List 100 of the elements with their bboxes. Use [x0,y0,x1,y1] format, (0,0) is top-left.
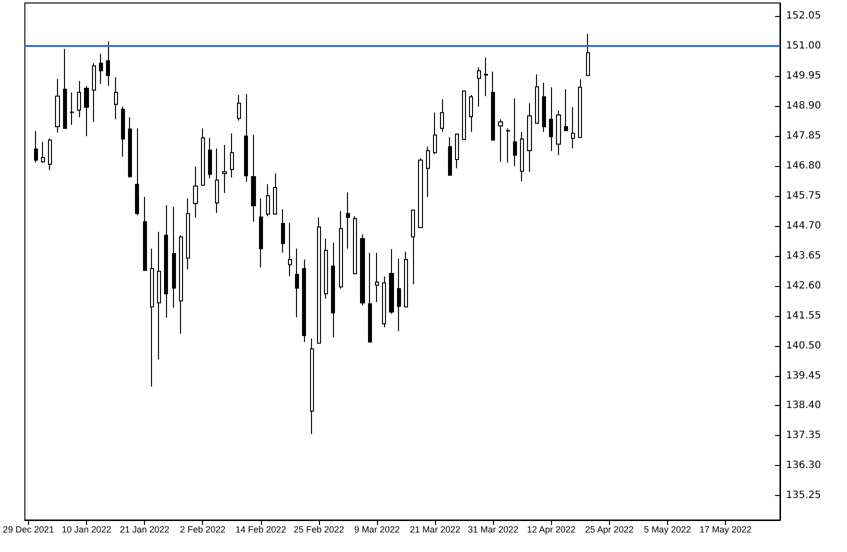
candlestick [535,74,539,124]
y-tick-label: 136.30 [786,460,821,472]
candlestick [440,98,444,132]
candlestick [273,173,277,215]
candlestick [527,102,532,172]
candlestick [346,192,350,250]
y-tick-label: 148.90 [786,100,821,112]
candlestick [84,85,89,137]
x-tick-label: 10 Jan 2022 [62,524,112,534]
candlestick [281,208,285,254]
candlestick [368,252,372,343]
x-tick-label: 2 Feb 2022 [180,524,226,534]
candlestick [448,136,452,176]
x-tick-label: 29 Dec 2021 [2,524,54,534]
candlestick [462,90,466,140]
candlestick [201,128,205,186]
candlestick [491,71,495,141]
candlestick [288,222,292,277]
candlestick [172,206,176,308]
y-tick-label: 138.40 [786,400,821,412]
candlestick [389,248,394,314]
candlestick [549,86,553,152]
candlestick [353,216,357,274]
x-tick-label: 21 Jan 2022 [120,524,170,534]
y-tick-label: 135.25 [786,490,821,502]
candlestick [143,196,147,271]
candlestick [397,258,401,332]
candlestick [114,76,118,120]
candlestick [556,110,561,156]
candlestick [375,252,379,303]
y-tick-label: 145.75 [786,190,821,202]
candlestick [237,94,241,122]
candlestick [106,41,110,86]
x-tick-label: 5 May 2022 [644,524,691,534]
x-tick-label: 25 Apr 2022 [585,524,634,534]
y-tick-label: 140.50 [786,340,821,352]
candlestick [404,251,408,308]
candlestick [48,138,52,171]
x-tick-label: 21 Mar 2022 [410,524,460,534]
x-tick-label: 9 Mar 2022 [354,524,400,534]
candlestick [513,98,517,167]
candlestick [179,234,183,334]
candlestick [578,78,582,138]
candlestick [477,66,481,108]
candlestick [128,116,132,178]
candlestick [324,238,328,300]
candlestick [302,259,306,343]
y-tick-label: 147.85 [786,130,821,142]
candlestick [506,128,510,164]
candlestick [164,204,168,318]
candlestick [121,106,125,158]
candlestick [411,210,415,285]
y-tick-label: 143.65 [786,250,821,262]
candlestick [77,80,81,118]
candlestick [331,242,335,338]
y-tick-label: 151.00 [786,40,821,52]
y-tick-label: 142.60 [786,280,821,292]
candlestick [571,106,575,149]
candlestick [295,248,299,318]
y-tick-label: 139.45 [786,370,821,382]
candlestick [215,148,219,214]
x-tick-label: 31 Mar 2022 [468,524,518,534]
candlestick [498,118,503,162]
candlestick [339,210,343,290]
candlestick [259,198,263,268]
candlestick [244,94,248,182]
candlestick [230,132,234,178]
candlestick [222,144,227,194]
x-tick-label: 12 Apr 2022 [526,524,576,534]
candlestick [418,158,423,228]
candlestick [455,133,459,169]
x-tick-label: 25 Feb 2022 [294,524,344,534]
candlestick [484,57,488,97]
candlestick [520,131,524,182]
candlestick [41,141,45,164]
candlestick [99,53,103,84]
candlestick [63,48,67,129]
y-tick-label: 141.55 [786,310,821,322]
candlestick [586,33,590,76]
candlestick [426,146,430,198]
candlestick [92,62,96,122]
candlestick [208,137,212,179]
candlestick [186,198,190,270]
candlestick [382,276,386,328]
candlestick [360,234,365,306]
candlestick [310,338,314,435]
x-tick-label: 17 May 2022 [700,524,752,534]
y-tick-label: 144.70 [786,220,821,232]
candlestick [135,128,139,216]
candlestick [193,166,198,218]
candlestick [317,217,321,344]
y-tick-label: 137.35 [786,430,821,442]
candlestick [157,231,161,360]
candlestick [433,112,437,155]
y-tick-label: 149.95 [786,70,821,82]
candlestick [564,88,568,132]
candlestick [266,184,270,217]
x-tick-label: 14 Feb 2022 [236,524,286,534]
candlestick [542,82,546,132]
candlestick [150,248,154,388]
